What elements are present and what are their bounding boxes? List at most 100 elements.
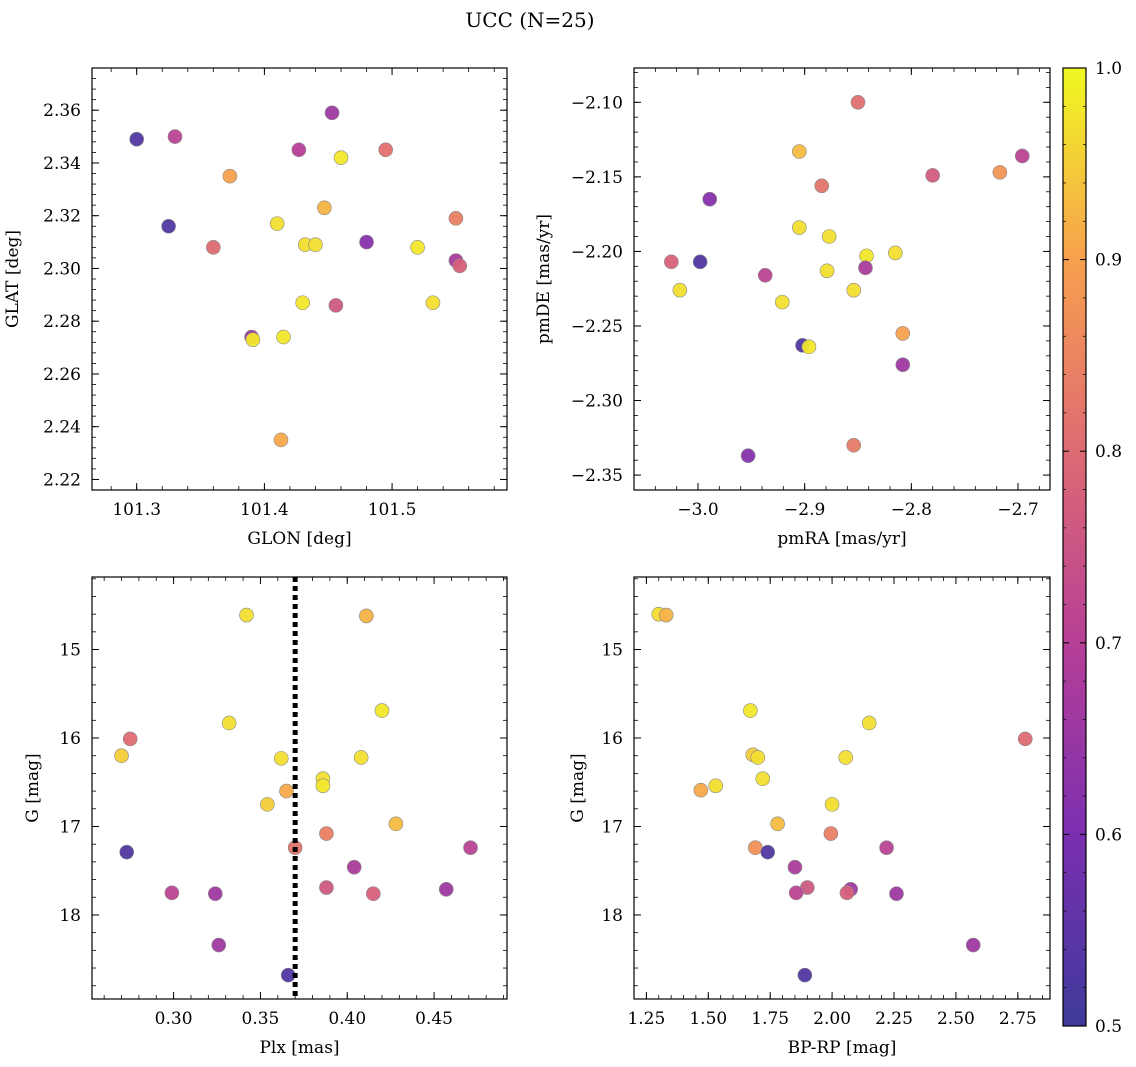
scatter-point [965, 937, 981, 953]
scatter-point [895, 326, 911, 341]
scatter-point [211, 937, 227, 953]
scatter-point [760, 844, 776, 860]
x-tick-label: −3.0 [677, 500, 718, 520]
scatter-point [308, 237, 323, 253]
scatter-point [992, 165, 1008, 180]
scatter-point [850, 94, 866, 110]
scatter-point [324, 105, 340, 121]
colorbar: 0.5 0.6 0.7 0.8 0.9 1.0 [1062, 59, 1122, 1037]
x-tick-label: 2.50 [937, 1009, 975, 1029]
y-tick-label: 2.36 [43, 101, 81, 121]
scatter-point [317, 200, 332, 216]
y-axis-label: GLAT [deg] [3, 230, 23, 328]
scatter-point [276, 329, 291, 345]
colorbar-tick-label: 0.8 [1095, 442, 1122, 462]
scatter-point [1014, 148, 1030, 164]
y-tick-label: 15 [601, 641, 623, 661]
scatter-point [824, 797, 840, 812]
scatter-point [774, 294, 790, 310]
scatter-point [888, 245, 903, 261]
x-tick-label: 0.35 [242, 1009, 280, 1029]
y-tick-label: 2.22 [43, 470, 81, 490]
colorbar-tick-label: 0.6 [1095, 825, 1122, 845]
scatter-point [463, 840, 478, 856]
scatter-point [823, 826, 839, 841]
scatter-point [858, 260, 873, 276]
x-tick-label: 2.75 [999, 1009, 1037, 1029]
scatter-point [279, 783, 294, 799]
scatter-point [167, 129, 183, 144]
y-tick-label: −2.30 [571, 392, 623, 412]
scatter-point [708, 778, 724, 794]
scatter-point [797, 967, 813, 983]
scatter-point [452, 258, 468, 274]
scatter-point [814, 178, 830, 194]
y-tick-label: −2.10 [571, 93, 623, 113]
scatter-point [895, 357, 911, 373]
scatter-point [792, 220, 807, 235]
scatter-point [273, 432, 289, 448]
scatter-point [245, 332, 261, 347]
scatter-point [861, 715, 877, 731]
scatter-point [114, 748, 129, 764]
colorbar-tick-label: 0.7 [1095, 634, 1122, 654]
y-tick-label: 2.26 [43, 365, 81, 385]
plot-frame [91, 67, 508, 491]
x-tick-label: 0.45 [415, 1009, 453, 1029]
scatter-point [757, 267, 773, 283]
colorbar-gradient [1062, 67, 1087, 1027]
scatter-point [260, 797, 275, 812]
scatter-point [787, 859, 803, 875]
y-tick-label: 17 [601, 817, 623, 837]
scatter-point [122, 731, 138, 747]
x-tick-label: 101.5 [368, 500, 417, 520]
scatter-point [222, 168, 238, 184]
x-tick-label: 2.00 [813, 1009, 851, 1029]
scatter-point [328, 298, 344, 313]
scatter-point [319, 826, 334, 841]
scatter-point [207, 886, 223, 902]
y-axis-label: G [mag] [23, 753, 43, 822]
y-tick-label: 16 [59, 729, 81, 749]
y-tick-label: −2.15 [571, 168, 623, 188]
colorbar-tick-label: 0.9 [1095, 251, 1122, 271]
scatter-point [119, 844, 135, 860]
scatter-point [353, 750, 369, 765]
y-tick-label: 17 [59, 817, 81, 837]
scatter-point [206, 240, 221, 255]
y-tick-label: 2.30 [43, 259, 81, 279]
y-tick-label: 15 [59, 641, 81, 661]
scatter-point [788, 885, 804, 901]
scatter-panel-2: −3.0 −2.9 −2.8 −2.7 −2.35 −2.30 −2.25 −2.20 −2.1… [534, 67, 1051, 549]
y-axis-label: G [mag] [568, 753, 588, 822]
y-tick-label: 18 [59, 906, 81, 926]
x-tick-label: 1.25 [627, 1009, 665, 1029]
scatter-point [839, 885, 855, 901]
scatter-point [378, 142, 393, 158]
scatter-point [846, 437, 862, 453]
scatter-point [801, 339, 817, 355]
x-axis-label: pmRA [mas/yr] [777, 529, 906, 549]
x-tick-label: −2.9 [784, 500, 825, 520]
scatter-point [164, 885, 180, 901]
figure-title: UCC (N=25) [465, 8, 594, 32]
scatter-point [425, 295, 441, 311]
scatter-point [359, 608, 374, 624]
scatter-point [792, 144, 807, 159]
colorbar-tick-label: 1.0 [1095, 59, 1122, 79]
scatter-point [770, 816, 785, 832]
plot-frame [633, 67, 1051, 491]
y-axis-label: pmDE [mas/yr] [534, 214, 554, 344]
scatter-point [438, 881, 454, 897]
scatter-point [346, 859, 362, 875]
scatter-point [750, 750, 766, 765]
x-tick-label: 101.4 [240, 500, 289, 520]
scatter-point [821, 229, 837, 244]
scatter-panel-1: 101.3 101.4 101.5 2.22 2.24 2.26 2.28 2.30 2.32 2… [3, 67, 508, 549]
x-tick-label: 1.50 [689, 1009, 727, 1029]
scatter-point [295, 295, 310, 311]
scatter-point [221, 715, 237, 731]
scatter-point [448, 211, 464, 226]
scatter-point [269, 216, 285, 231]
x-tick-label: 0.40 [328, 1009, 366, 1029]
